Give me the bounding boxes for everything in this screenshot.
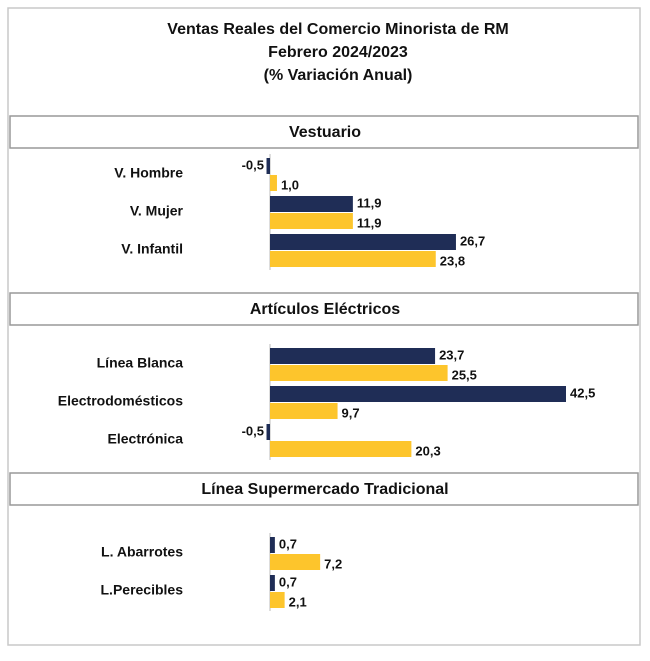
value-label: 7,2 bbox=[324, 556, 342, 571]
value-label: 23,7 bbox=[439, 347, 464, 362]
panel-header bbox=[9, 115, 639, 149]
bar bbox=[270, 441, 412, 457]
bar bbox=[270, 251, 436, 267]
panel-title: Línea Supermercado Tradicional bbox=[201, 481, 448, 498]
bar bbox=[270, 175, 277, 191]
bar bbox=[270, 403, 338, 419]
panel-title: Artículos Eléctricos bbox=[250, 301, 400, 318]
bar bbox=[270, 196, 353, 212]
category-label: V. Mujer bbox=[130, 203, 184, 219]
category-label: Electrodomésticos bbox=[58, 393, 183, 409]
bar bbox=[270, 575, 275, 591]
bar bbox=[270, 365, 448, 381]
panel-header bbox=[9, 472, 639, 506]
title-line: Ventas Reales del Comercio Minorista de … bbox=[167, 21, 508, 38]
category-label: V. Hombre bbox=[114, 165, 183, 181]
value-label: -0,5 bbox=[242, 157, 264, 172]
bar bbox=[270, 213, 353, 229]
bar bbox=[270, 554, 321, 570]
category-label: L.Perecibles bbox=[101, 582, 184, 598]
category-label: L. Abarrotes bbox=[101, 544, 183, 560]
value-label: 25,5 bbox=[452, 367, 477, 382]
value-label: 0,7 bbox=[279, 574, 297, 589]
bar bbox=[266, 158, 270, 174]
panel-title: Vestuario bbox=[289, 124, 361, 141]
bar bbox=[270, 386, 566, 402]
category-label: V. Infantil bbox=[121, 241, 183, 257]
title-line: (% Variación Anual) bbox=[264, 67, 413, 84]
value-label: 9,7 bbox=[342, 405, 360, 420]
value-label: -0,5 bbox=[242, 423, 264, 438]
bar bbox=[270, 592, 285, 608]
value-label: 11,9 bbox=[357, 195, 382, 210]
category-label: Electrónica bbox=[108, 431, 184, 447]
category-label: Línea Blanca bbox=[97, 355, 184, 371]
value-label: 42,5 bbox=[570, 385, 595, 400]
panel-header bbox=[9, 292, 639, 326]
bar bbox=[266, 424, 270, 440]
value-label: 20,3 bbox=[415, 443, 440, 458]
bar bbox=[270, 234, 456, 250]
frame bbox=[7, 7, 641, 646]
value-label: 11,9 bbox=[357, 215, 382, 230]
value-label: 1,0 bbox=[281, 177, 299, 192]
bar bbox=[270, 537, 275, 553]
value-label: 23,8 bbox=[440, 253, 465, 268]
value-label: 26,7 bbox=[460, 233, 485, 248]
value-label: 0,7 bbox=[279, 536, 297, 551]
value-label: 2,1 bbox=[289, 594, 307, 609]
bar bbox=[270, 348, 436, 364]
title-line: Febrero 2024/2023 bbox=[268, 44, 408, 61]
